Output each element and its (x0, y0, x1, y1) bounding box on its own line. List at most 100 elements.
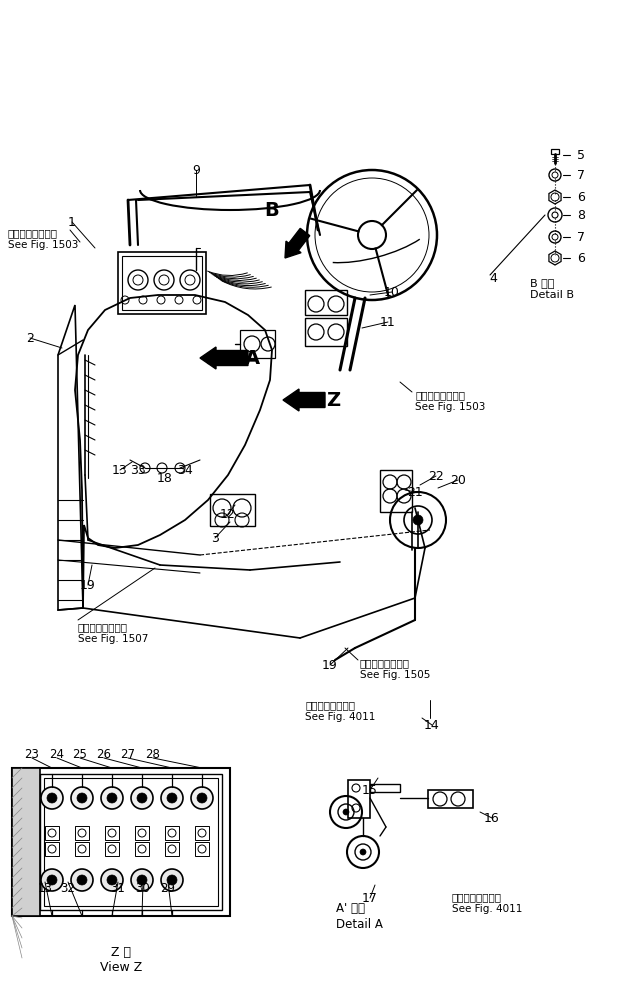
Bar (105, 842, 119, 856)
Text: 14: 14 (424, 718, 440, 731)
Bar (305, 290, 347, 315)
Circle shape (191, 787, 213, 809)
Text: 第１５０７図参照
See Fig. 1507: 第１５０７図参照 See Fig. 1507 (78, 622, 148, 644)
Text: 第１５０５図参照
See Fig. 1505: 第１５０５図参照 See Fig. 1505 (360, 658, 430, 680)
Circle shape (131, 787, 153, 809)
Text: 1: 1 (68, 215, 76, 228)
Text: 13: 13 (112, 463, 128, 476)
Bar (44, 778, 218, 906)
Text: 32: 32 (60, 881, 75, 894)
Text: 25: 25 (72, 748, 87, 761)
Circle shape (161, 787, 183, 809)
Circle shape (137, 793, 147, 803)
Text: 6: 6 (577, 190, 585, 203)
Text: 第１５０３図参照
See Fig. 1503: 第１５０３図参照 See Fig. 1503 (415, 390, 485, 412)
Text: B 詳細
Detail B: B 詳細 Detail B (530, 278, 574, 301)
Bar (12, 768, 230, 916)
Text: 28: 28 (146, 748, 161, 761)
Text: 5: 5 (577, 148, 585, 161)
Bar (105, 826, 119, 840)
Text: 19: 19 (80, 579, 96, 592)
Text: 23: 23 (24, 748, 39, 761)
Text: 18: 18 (157, 471, 173, 484)
Text: 12: 12 (220, 508, 236, 521)
Circle shape (71, 787, 93, 809)
Text: 11: 11 (380, 316, 396, 329)
Circle shape (107, 793, 117, 803)
Text: 13: 13 (37, 881, 52, 894)
FancyArrow shape (200, 347, 248, 369)
Text: 31: 31 (110, 881, 125, 894)
Circle shape (101, 869, 123, 891)
Text: 第４０１１図参照
See Fig. 4011: 第４０１１図参照 See Fig. 4011 (452, 892, 522, 914)
Bar (45, 826, 59, 840)
Bar (122, 256, 202, 310)
Bar (118, 252, 206, 314)
Bar (40, 774, 222, 910)
Text: 8: 8 (577, 208, 585, 221)
Text: 26: 26 (97, 748, 112, 761)
Text: 第１５０３図参照
See Fig. 1503: 第１５０３図参照 See Fig. 1503 (8, 228, 78, 250)
Text: 7: 7 (577, 230, 585, 243)
Circle shape (77, 875, 87, 885)
Circle shape (107, 875, 117, 885)
Circle shape (167, 875, 177, 885)
Text: 22: 22 (428, 469, 444, 482)
Circle shape (41, 787, 63, 809)
Bar (75, 826, 89, 840)
Bar (75, 842, 89, 856)
Circle shape (343, 809, 349, 815)
Text: 第４０１１図参照
See Fig. 4011: 第４０１１図参照 See Fig. 4011 (305, 700, 376, 722)
Text: 16: 16 (484, 812, 500, 825)
Text: 6: 6 (577, 252, 585, 265)
Text: Z 視
View Z: Z 視 View Z (100, 946, 142, 974)
Bar (195, 842, 209, 856)
Bar (240, 330, 275, 358)
FancyArrow shape (285, 228, 310, 258)
Text: 33: 33 (130, 463, 146, 476)
Text: 10: 10 (384, 286, 400, 299)
Bar (45, 842, 59, 856)
Circle shape (167, 793, 177, 803)
Bar (165, 826, 179, 840)
Circle shape (131, 869, 153, 891)
Circle shape (161, 869, 183, 891)
FancyArrow shape (283, 389, 325, 411)
Circle shape (47, 793, 57, 803)
Bar (135, 842, 149, 856)
Text: B: B (265, 200, 279, 219)
Bar (348, 780, 370, 818)
Circle shape (197, 793, 207, 803)
Text: 34: 34 (177, 463, 193, 476)
Text: 21: 21 (407, 485, 423, 499)
Circle shape (360, 849, 366, 855)
Text: A: A (244, 349, 260, 368)
Circle shape (101, 787, 123, 809)
Circle shape (413, 515, 423, 525)
Text: 4: 4 (489, 272, 497, 285)
Circle shape (71, 869, 93, 891)
Bar (370, 784, 400, 792)
Circle shape (47, 875, 57, 885)
Text: 4: 4 (206, 356, 214, 369)
Bar (428, 790, 473, 808)
Bar (195, 826, 209, 840)
Circle shape (77, 793, 87, 803)
Text: A' 詳細
Detail A: A' 詳細 Detail A (336, 902, 383, 931)
Bar (135, 826, 149, 840)
Text: Z: Z (326, 390, 340, 409)
Text: 17: 17 (362, 891, 378, 904)
Text: 2: 2 (26, 332, 34, 345)
Bar (12, 768, 40, 916)
Bar (305, 318, 347, 346)
Text: 3: 3 (211, 532, 219, 545)
Text: 7: 7 (577, 168, 585, 181)
Text: 19: 19 (322, 658, 338, 671)
Bar (551, 149, 559, 154)
Bar (210, 494, 255, 526)
Circle shape (41, 869, 63, 891)
Text: 24: 24 (49, 748, 65, 761)
Text: 9: 9 (192, 163, 200, 176)
Text: 20: 20 (450, 473, 466, 486)
Circle shape (137, 875, 147, 885)
